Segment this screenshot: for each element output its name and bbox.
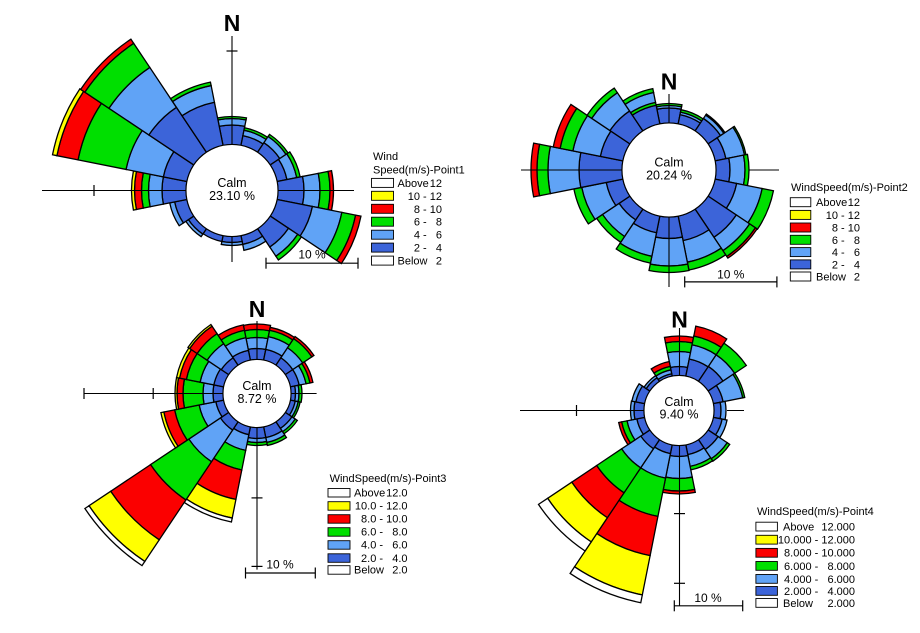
svg-text:Below: Below (354, 565, 384, 577)
svg-text:8.000 - 10.000: 8.000 - 10.000 (784, 548, 855, 560)
svg-text:Below: Below (783, 598, 813, 610)
svg-text:12.0: 12.0 (386, 488, 407, 500)
svg-text:2: 2 (854, 272, 860, 284)
svg-text:4 - 6: 4 - 6 (414, 230, 442, 242)
svg-text:6.0 - 8.0: 6.0 - 8.0 (361, 527, 407, 539)
svg-text:12.000: 12.000 (821, 522, 855, 534)
svg-text:10 %: 10 % (266, 558, 294, 572)
svg-text:8 - 10: 8 - 10 (832, 223, 860, 235)
svg-text:6 - 8: 6 - 8 (832, 235, 860, 247)
svg-text:Calm: Calm (654, 156, 683, 170)
svg-text:Speed(m/s)-Point1: Speed(m/s)-Point1 (373, 165, 465, 177)
svg-text:Wind: Wind (373, 151, 398, 163)
svg-text:10 - 12: 10 - 12 (826, 210, 860, 222)
svg-text:4.000 - 6.000: 4.000 - 6.000 (784, 574, 855, 586)
svg-text:Below: Below (398, 256, 428, 268)
svg-text:4 - 6: 4 - 6 (832, 247, 860, 259)
svg-text:Calm: Calm (664, 395, 693, 409)
svg-text:10 %: 10 % (694, 591, 722, 605)
svg-text:12: 12 (430, 178, 442, 190)
svg-text:10.000 - 12.000: 10.000 - 12.000 (778, 535, 855, 547)
svg-text:Calm: Calm (217, 176, 246, 190)
svg-text:2: 2 (436, 256, 442, 268)
svg-text:8 - 10: 8 - 10 (414, 204, 442, 216)
svg-text:WindSpeed(m/s)-Point2: WindSpeed(m/s)-Point2 (791, 182, 908, 194)
svg-text:8.72 %: 8.72 % (238, 392, 277, 406)
svg-text:10 %: 10 % (298, 248, 326, 262)
svg-text:2.000 - 4.000: 2.000 - 4.000 (784, 586, 855, 598)
svg-text:N: N (224, 10, 241, 36)
svg-text:6 - 8: 6 - 8 (414, 217, 442, 229)
svg-text:Below: Below (816, 272, 846, 284)
svg-text:20.24 %: 20.24 % (646, 169, 692, 183)
svg-text:WindSpeed(m/s)-Point4: WindSpeed(m/s)-Point4 (757, 506, 874, 518)
svg-text:10.0 - 12.0: 10.0 - 12.0 (355, 501, 408, 513)
svg-text:6.000 - 8.000: 6.000 - 8.000 (784, 561, 855, 573)
svg-text:2.000: 2.000 (827, 598, 855, 610)
svg-text:2.0: 2.0 (392, 565, 407, 577)
svg-text:2 - 4: 2 - 4 (414, 243, 442, 255)
svg-text:Above: Above (354, 488, 385, 500)
svg-text:12: 12 (848, 197, 860, 209)
svg-text:2.0 - 4.0: 2.0 - 4.0 (361, 553, 407, 565)
svg-text:23.10 %: 23.10 % (209, 189, 255, 203)
svg-text:Above: Above (783, 522, 814, 534)
svg-text:N: N (249, 296, 266, 322)
svg-text:8.0 - 10.0: 8.0 - 10.0 (361, 514, 407, 526)
svg-text:10 %: 10 % (717, 268, 745, 282)
svg-text:N: N (661, 69, 678, 95)
svg-text:Calm: Calm (242, 379, 271, 393)
svg-text:4.0 - 6.0: 4.0 - 6.0 (361, 540, 407, 552)
svg-text:Above: Above (816, 197, 847, 209)
svg-text:WindSpeed(m/s)-Point3: WindSpeed(m/s)-Point3 (330, 473, 447, 485)
svg-text:9.40 %: 9.40 % (660, 408, 699, 422)
svg-text:2 - 4: 2 - 4 (832, 259, 860, 271)
svg-text:Above: Above (398, 178, 429, 190)
svg-text:N: N (671, 307, 688, 333)
svg-text:10 - 12: 10 - 12 (408, 191, 442, 203)
